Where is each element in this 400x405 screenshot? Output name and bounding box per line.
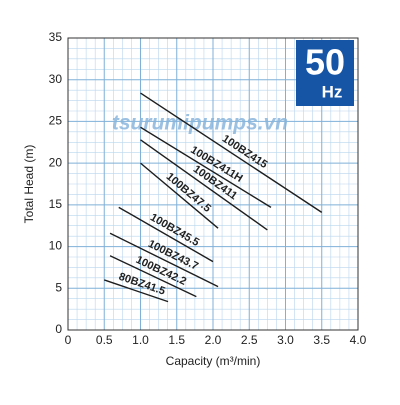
- series-line: [109, 255, 197, 298]
- y-tick-label: 35: [49, 30, 63, 44]
- y-tick-label: 30: [49, 72, 63, 86]
- y-tick-label: 20: [49, 155, 63, 169]
- y-axis-label: Total Head (m): [22, 145, 36, 224]
- y-tick-label: 10: [49, 239, 63, 253]
- watermark: tsurumipumps.vn: [112, 112, 288, 135]
- series-line: [118, 206, 214, 263]
- x-tick-label: 0: [65, 333, 72, 347]
- series-line: [140, 92, 323, 213]
- y-tick-label: 5: [55, 280, 62, 294]
- x-tick-label: 3.0: [277, 333, 294, 347]
- x-axis-label: Capacity (m³/min): [166, 354, 261, 368]
- x-tick-label: 2.0: [205, 333, 222, 347]
- series-line: [140, 162, 219, 229]
- y-tick-label: 15: [49, 197, 63, 211]
- y-tick-label: 0: [55, 322, 62, 336]
- series-line: [140, 139, 268, 231]
- x-tick-label: 3.5: [313, 333, 330, 347]
- badge-unit: Hz: [322, 82, 343, 101]
- x-tick-label: 0.5: [96, 333, 113, 347]
- x-tick-label: 2.5: [241, 333, 258, 347]
- series-line: [109, 232, 219, 288]
- x-tick-label: 1.5: [168, 333, 185, 347]
- plot-border: [67, 37, 359, 331]
- series-line: [104, 279, 169, 303]
- x-tick-label: 4.0: [350, 333, 367, 347]
- badge-value: 50: [305, 42, 345, 83]
- series-line: [140, 126, 272, 208]
- y-tick-label: 25: [49, 114, 63, 128]
- badge: [296, 40, 354, 106]
- x-tick-label: 1.0: [132, 333, 149, 347]
